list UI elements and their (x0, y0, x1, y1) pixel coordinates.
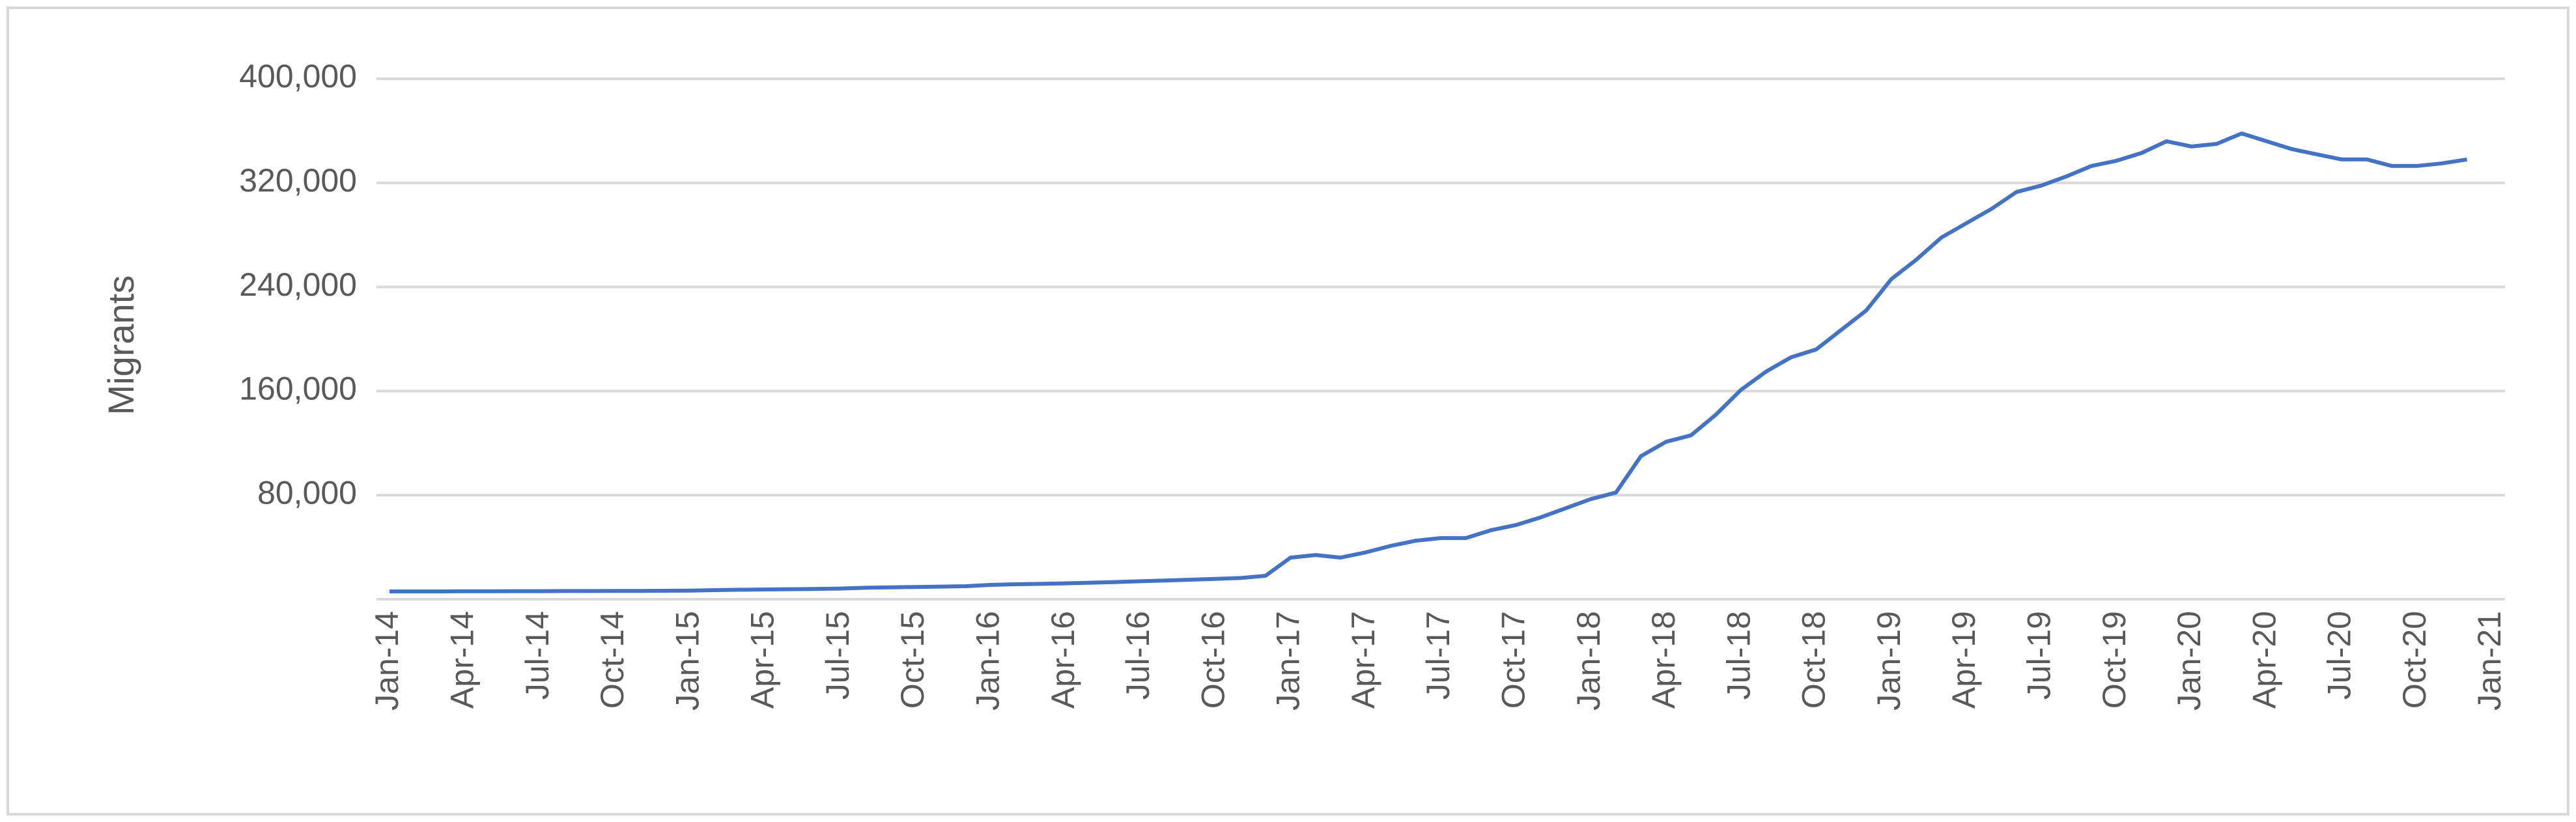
x-tick-label: Oct-17 (1495, 611, 1531, 709)
x-tick-label: Jan-20 (2171, 611, 2207, 711)
x-tick-label: Oct-18 (1796, 611, 1832, 709)
x-tick-label: Apr-16 (1045, 611, 1081, 709)
x-tick-label: Apr-15 (744, 611, 781, 709)
x-tick-label: Oct-20 (2396, 611, 2433, 709)
x-tick-label: Jan-14 (369, 611, 405, 711)
y-tick-label: 80,000 (257, 474, 357, 511)
x-tick-label: Apr-20 (2246, 611, 2282, 709)
x-tick-label: Jan-16 (969, 611, 1006, 711)
x-tick-label: Jul-15 (819, 611, 856, 700)
y-tick-label: 320,000 (239, 162, 357, 199)
x-tick-label: Jan-18 (1570, 611, 1607, 711)
x-tick-label: Jan-15 (669, 611, 705, 711)
x-tick-label: Jan-21 (2471, 611, 2508, 711)
x-tick-label: Apr-18 (1645, 611, 1682, 709)
x-tick-label: Jul-18 (1720, 611, 1757, 700)
y-axis-title: Migrants (100, 276, 141, 416)
x-tick-label: Oct-14 (594, 611, 630, 709)
y-tick-label: 240,000 (239, 266, 357, 303)
x-tick-label: Jul-20 (2321, 611, 2358, 700)
x-tick-label: Jul-17 (1420, 611, 1456, 700)
y-tick-label: 160,000 (239, 371, 357, 407)
y-tick-label: 400,000 (239, 58, 357, 94)
x-tick-label: Jul-14 (519, 611, 556, 700)
x-tick-label: Apr-17 (1345, 611, 1381, 709)
x-tick-label: Apr-19 (1946, 611, 1982, 709)
chart-border (7, 7, 2569, 815)
x-tick-label: Oct-15 (894, 611, 931, 709)
x-tick-label: Jul-19 (2020, 611, 2057, 700)
x-tick-label: Jan-19 (1871, 611, 1907, 711)
data-line (389, 131, 2468, 593)
x-tick-label: Apr-14 (444, 611, 480, 709)
x-tick-label: Jul-16 (1120, 611, 1156, 700)
x-tick-label: Jan-17 (1270, 611, 1307, 711)
x-tick-label: Oct-16 (1195, 611, 1231, 709)
x-tick-label: Oct-19 (2096, 611, 2132, 709)
